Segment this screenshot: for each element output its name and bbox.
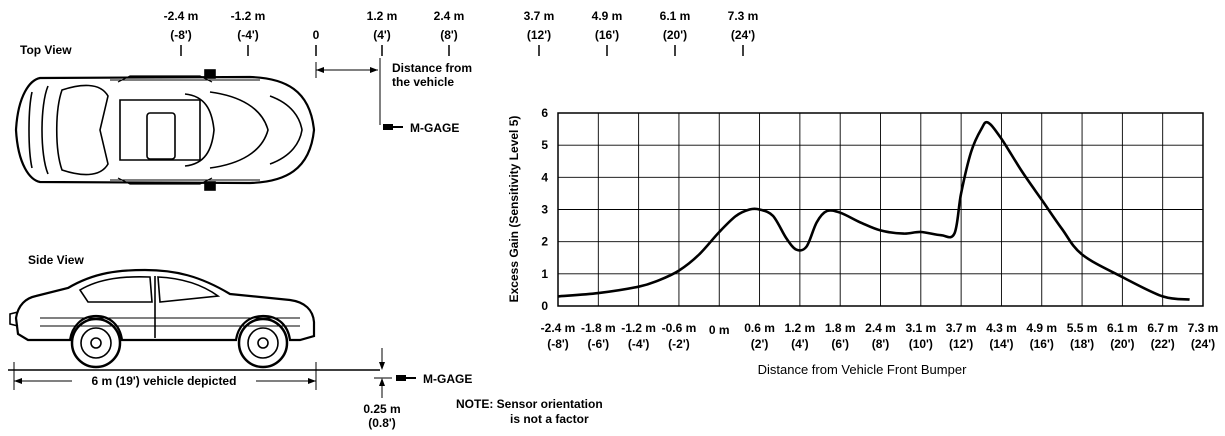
grid-horizontal	[558, 144, 1203, 275]
sensor-label-side: M-GAGE	[423, 372, 472, 386]
x-tick-label-ft: (24')	[1191, 337, 1215, 351]
x-tick-label-ft: (-4')	[628, 337, 650, 351]
svg-text:(4'): (4')	[373, 28, 391, 42]
x-tick-label-ft: (12')	[949, 337, 973, 351]
svg-text:(20'): (20')	[663, 28, 687, 42]
x-tick-label-ft: (18')	[1070, 337, 1094, 351]
y-tick-label: 2	[541, 235, 548, 249]
series-line	[557, 120, 1190, 301]
excess-gain-chart: 0 1 2 3 4 5 6 -2.4 m (-8') -1.8 m (-6') -1.2 m (-4'…	[507, 106, 1218, 377]
x-axis-label: Distance from Vehicle Front Bumper	[758, 362, 967, 377]
distance-label-line1: Distance from	[392, 61, 472, 75]
x-tick-label: 5.5 m	[1067, 321, 1098, 335]
x-tick-label: 0 m	[709, 323, 730, 337]
svg-text:(24'): (24')	[731, 28, 755, 42]
car-top-view-icon	[14, 69, 316, 191]
x-tick-label-ft: (-6')	[588, 337, 610, 351]
svg-text:7.3 m: 7.3 m	[728, 9, 759, 23]
x-tick-label-ft: (2')	[751, 337, 769, 351]
sensor-icon-side	[396, 375, 416, 381]
vehicle-dimension-label: 6 m (19') vehicle depicted	[92, 374, 237, 388]
top-scale-label-4: 2.4 m (8')	[434, 9, 465, 56]
svg-text:-2.4 m: -2.4 m	[164, 9, 199, 23]
y-tick-label: 0	[541, 299, 548, 313]
x-tick-label: 4.3 m	[986, 321, 1017, 335]
x-tick-label: 3.1 m	[905, 321, 936, 335]
y-tick-label: 1	[541, 267, 548, 281]
x-tick-label: 1.8 m	[825, 321, 856, 335]
svg-text:0: 0	[313, 28, 320, 42]
x-tick-label-ft: (-2')	[668, 337, 690, 351]
svg-text:(12'): (12')	[527, 28, 551, 42]
x-tick-label: 2.4 m	[865, 321, 896, 335]
svg-text:(8'): (8')	[440, 28, 458, 42]
top-scale: -2.4 m (-8') -1.2 m (-4') 0 1.2 m (4') 2…	[164, 9, 759, 56]
x-tick-label: 3.7 m	[946, 321, 977, 335]
distance-bracket	[315, 58, 381, 125]
x-tick-label: -1.2 m	[621, 321, 656, 335]
sensor-height-m: 0.25 m	[363, 402, 400, 416]
x-tick-label: 7.3 m	[1188, 321, 1219, 335]
svg-text:(16'): (16')	[595, 28, 619, 42]
y-tick-label: 3	[541, 203, 548, 217]
car-side-view-icon	[9, 268, 316, 369]
y-tick-label: 6	[541, 106, 548, 120]
side-view-title: Side View	[28, 253, 84, 267]
x-tick-label-ft: (20')	[1110, 337, 1134, 351]
svg-text:(-4'): (-4')	[237, 28, 259, 42]
x-tick-label: 1.2 m	[785, 321, 816, 335]
x-tick-labels: -2.4 m (-8') -1.8 m (-6') -1.2 m (-4') -0.6 m (…	[541, 321, 1219, 351]
sensor-height-ft: (0.8')	[368, 416, 396, 430]
top-scale-label-3: 1.2 m (4')	[367, 9, 398, 56]
x-tick-label: -1.8 m	[581, 321, 616, 335]
x-tick-label: -2.4 m	[541, 321, 576, 335]
svg-text:(-8'): (-8')	[170, 28, 192, 42]
x-tick-label-ft: (16')	[1030, 337, 1054, 351]
x-tick-label: 6.1 m	[1107, 321, 1138, 335]
svg-text:6.1 m: 6.1 m	[660, 9, 691, 23]
top-scale-label-0: -2.4 m (-8')	[164, 9, 199, 56]
top-scale-label-7: 6.1 m (20')	[660, 9, 691, 56]
note-line2: is not a factor	[510, 412, 589, 426]
sensor-height-arrows	[374, 348, 392, 398]
top-scale-label-1: -1.2 m (-4')	[231, 9, 266, 56]
distance-label-line2: the vehicle	[392, 75, 454, 89]
x-tick-label-ft: (22')	[1151, 337, 1175, 351]
x-tick-label-ft: (4')	[791, 337, 809, 351]
top-view-title: Top View	[20, 43, 72, 57]
y-tick-label: 5	[541, 138, 548, 152]
note-line1: NOTE: Sensor orientation	[456, 397, 603, 411]
svg-text:1.2 m: 1.2 m	[367, 9, 398, 23]
x-tick-label: -0.6 m	[662, 321, 697, 335]
x-tick-label: 4.9 m	[1026, 321, 1057, 335]
top-scale-label-5: 3.7 m (12')	[524, 9, 555, 56]
top-scale-label-8: 7.3 m (24')	[728, 9, 759, 56]
svg-text:-1.2 m: -1.2 m	[231, 9, 266, 23]
top-scale-label-2: 0	[313, 28, 320, 56]
svg-text:2.4 m: 2.4 m	[434, 9, 465, 23]
vehicle-dimension-line	[13, 362, 317, 390]
x-tick-label-ft: (-8')	[547, 337, 569, 351]
y-axis-label: Excess Gain (Sensitivity Level 5)	[507, 116, 521, 303]
x-tick-label: 0.6 m	[744, 321, 775, 335]
top-scale-label-6: 4.9 m (16')	[592, 9, 623, 56]
x-tick-label-ft: (14')	[989, 337, 1013, 351]
x-tick-label-ft: (10')	[909, 337, 933, 351]
y-tick-labels: 0 1 2 3 4 5 6	[541, 106, 548, 313]
sensor-icon-top	[383, 124, 403, 130]
x-tick-label-ft: (6')	[831, 337, 849, 351]
x-tick-label-ft: (8')	[872, 337, 890, 351]
svg-text:3.7 m: 3.7 m	[524, 9, 555, 23]
x-tick-label: 6.7 m	[1147, 321, 1178, 335]
y-tick-label: 4	[541, 170, 548, 184]
top-view: Top View -2.4 m (-8') -1.2 m (-4') 0 1.2…	[14, 9, 759, 191]
side-view: Side View 6 m (19') vehicle dep	[8, 253, 603, 430]
svg-text:4.9 m: 4.9 m	[592, 9, 623, 23]
sensor-label-top: M-GAGE	[410, 121, 459, 135]
